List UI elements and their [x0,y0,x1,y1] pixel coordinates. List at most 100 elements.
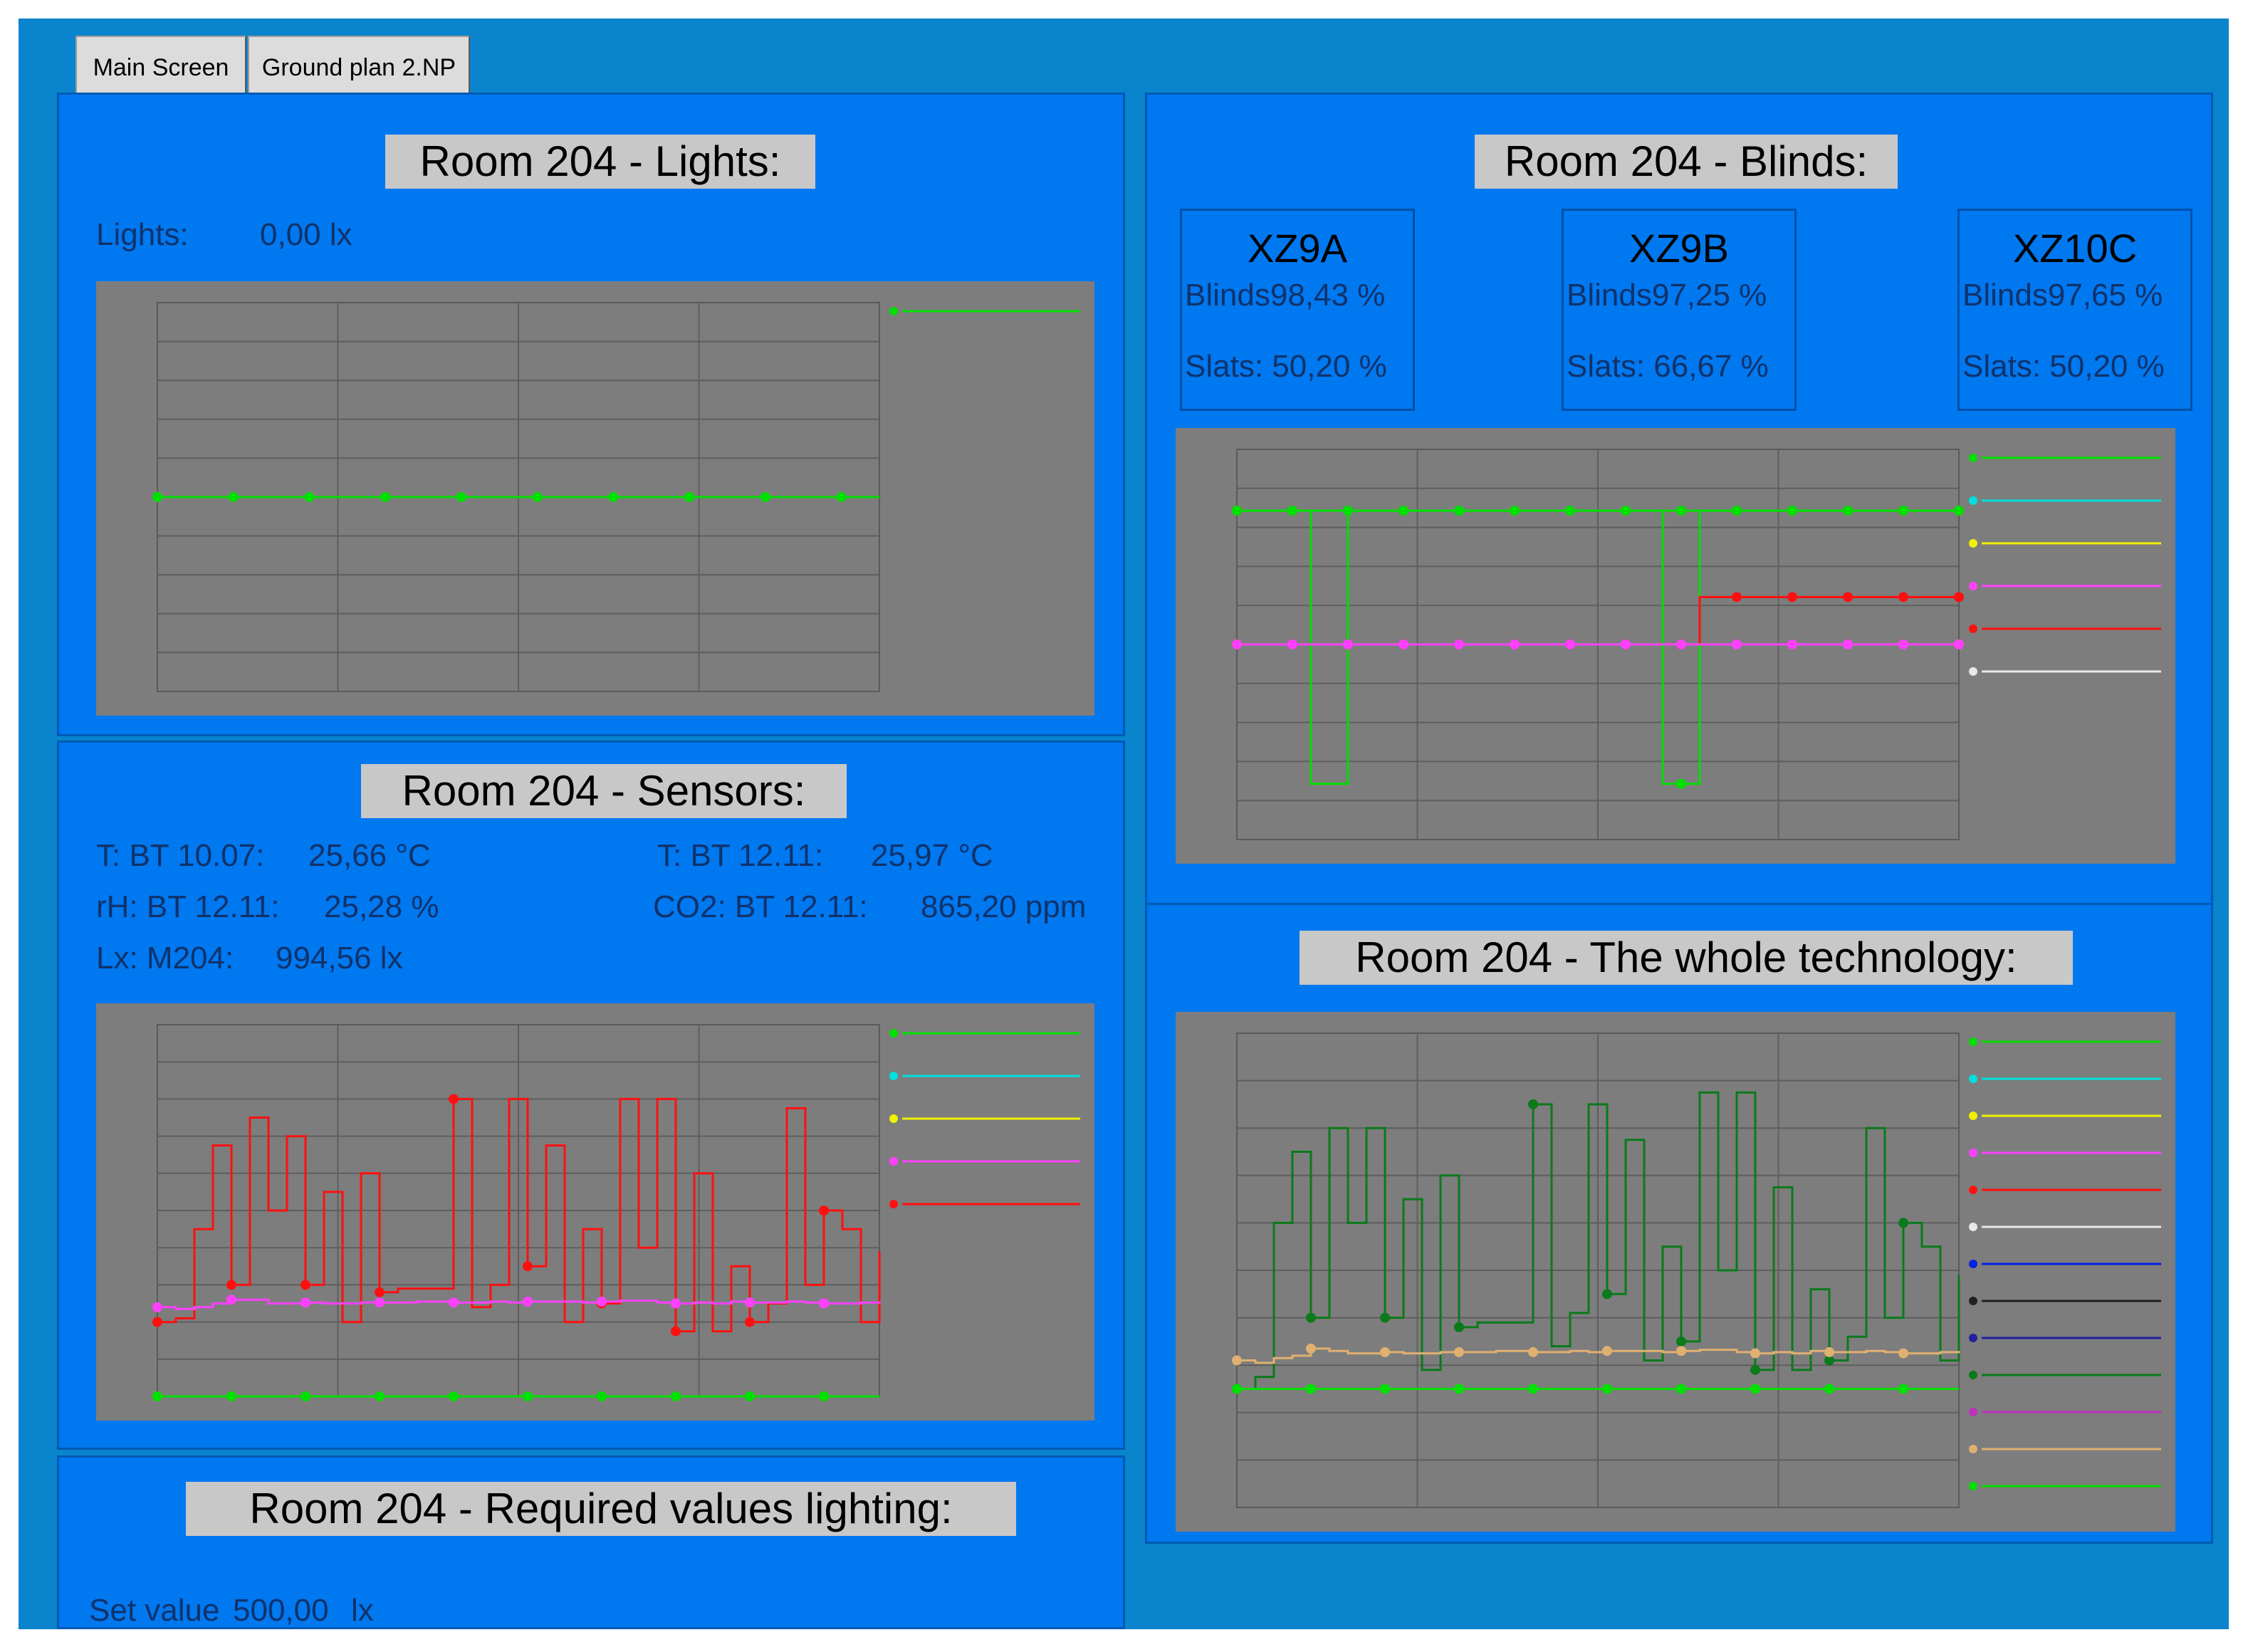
required-title: Room 204 - Required values lighting: [186,1482,1016,1536]
rh-label: rH: BT 12.11: [96,889,280,924]
series-point [1898,1218,1908,1228]
series-point [1306,1343,1316,1354]
blinds-title: Room 204 - Blinds: [1475,135,1898,189]
series-point [375,1391,385,1401]
series-point [1306,1312,1316,1323]
series-point [375,1287,385,1297]
series-point [1399,506,1408,516]
series-point [1824,1384,1834,1394]
legend-marker [889,307,898,315]
lights-value: 0,00 lx [260,217,352,252]
series-point [300,1391,310,1401]
rh-value: 25,28 % [324,889,439,924]
series-point [1454,1322,1464,1332]
series-point [226,1391,236,1401]
series-point [1750,1348,1760,1359]
blind-box-xz9b: XZ9B Blinds97,25 % Slats: 66,67 % [1562,209,1797,411]
series-point [1750,1384,1760,1394]
blinds-label: Blinds [1185,278,1270,313]
technology-chart [1176,1012,2175,1532]
blinds-chart [1176,428,2175,864]
series-point [152,1391,162,1401]
series-point [1898,639,1908,649]
series-point [1843,639,1853,649]
series-point [1843,592,1853,602]
blind-name: XZ9A [1247,226,1348,271]
blinds-label: Blinds [1962,278,2048,313]
main-screen-button[interactable]: Main Screen [75,36,246,100]
blind-name: XZ10C [2012,226,2138,271]
series-point [836,492,847,502]
co2-label: CO2: BT 12.11: [653,889,868,924]
series-point [597,1296,607,1307]
blind-box-xz10c: XZ10C Blinds97,65 % Slats: 50,20 % [1957,209,2192,411]
series-point [1898,592,1908,602]
legend-marker [889,1072,898,1080]
blinds-value: 97,25 % [1651,278,1767,313]
t1-value: 25,66 °C [308,838,431,873]
blind-box-xz9a: XZ9A Blinds98,43 % Slats: 50,20 % [1180,209,1415,411]
legend-marker [1969,582,1977,590]
legend-marker [1969,1297,1977,1305]
blinds-value: 98,43 % [1270,278,1386,313]
series-point [1454,506,1464,516]
series-point [152,492,162,502]
set-value: 500,00 [233,1593,329,1628]
set-value-unit: lx [351,1593,374,1628]
t2-label: T: BT 12.11: [657,838,824,873]
series-point [819,1391,829,1401]
series-point [1621,639,1631,649]
series-point [1510,506,1520,516]
series-point [1602,1384,1612,1394]
blind-name: XZ9B [1629,226,1730,271]
series-point [300,1280,310,1290]
series-point [380,492,391,502]
series-point [1380,1312,1390,1323]
series-point [1954,506,1964,516]
series-point [1528,1347,1538,1357]
series-point [1824,1355,1834,1366]
series-point [1380,1384,1390,1394]
t2-value: 25,97 °C [871,838,993,873]
slats-value: 50,20 % [1272,349,1387,384]
legend-marker [1969,1408,1977,1416]
slats-label: Slats: [1567,349,1646,384]
series-point [1454,1384,1464,1394]
legend-marker [1969,1371,1977,1379]
series-point [1602,1346,1612,1356]
series-point [1232,1355,1242,1366]
series-point [671,1298,681,1309]
series-point [1843,506,1853,516]
series-point [152,1302,162,1312]
series-point [819,1298,829,1309]
series-point [1510,639,1520,649]
slats-value: 50,20 % [2049,349,2165,384]
blinds-value: 97,65 % [2047,278,2163,313]
slats-label: Slats: [1962,349,2042,384]
lights-chart [96,281,1094,716]
blind-position-line: Blinds98,43 % [1185,278,1385,313]
series-point [449,1297,459,1308]
legend-marker [1969,1482,1977,1490]
series-point [608,492,619,502]
blinds-label: Blinds [1567,278,1652,313]
series-point [1954,639,1964,649]
required-panel: Room 204 - Required values lighting: Set… [57,1455,1125,1629]
series-point [532,492,543,502]
series-point [152,1317,162,1327]
legend-marker [889,1029,898,1037]
series-point [1898,1384,1908,1394]
scada-screen: Main Screen Ground plan 2.NP Room 204 - … [19,19,2229,1629]
technology-panel: Room 204 - The whole technology: [1145,903,2213,1544]
series-point [226,1280,236,1290]
t1-label: T: BT 10.07: [96,838,265,873]
lights-panel: Room 204 - Lights: Lights: 0,00 lx [57,93,1125,736]
co2-value: 865,20 ppm [921,889,1087,924]
ground-plan-button[interactable]: Ground plan 2.NP [248,36,470,100]
blind-position-line: Blinds97,25 % [1567,278,1767,313]
series-point [1287,506,1297,516]
series-point [1676,639,1686,649]
series-point [1565,639,1575,649]
series-point [1732,639,1742,649]
series-point [1454,1347,1464,1357]
